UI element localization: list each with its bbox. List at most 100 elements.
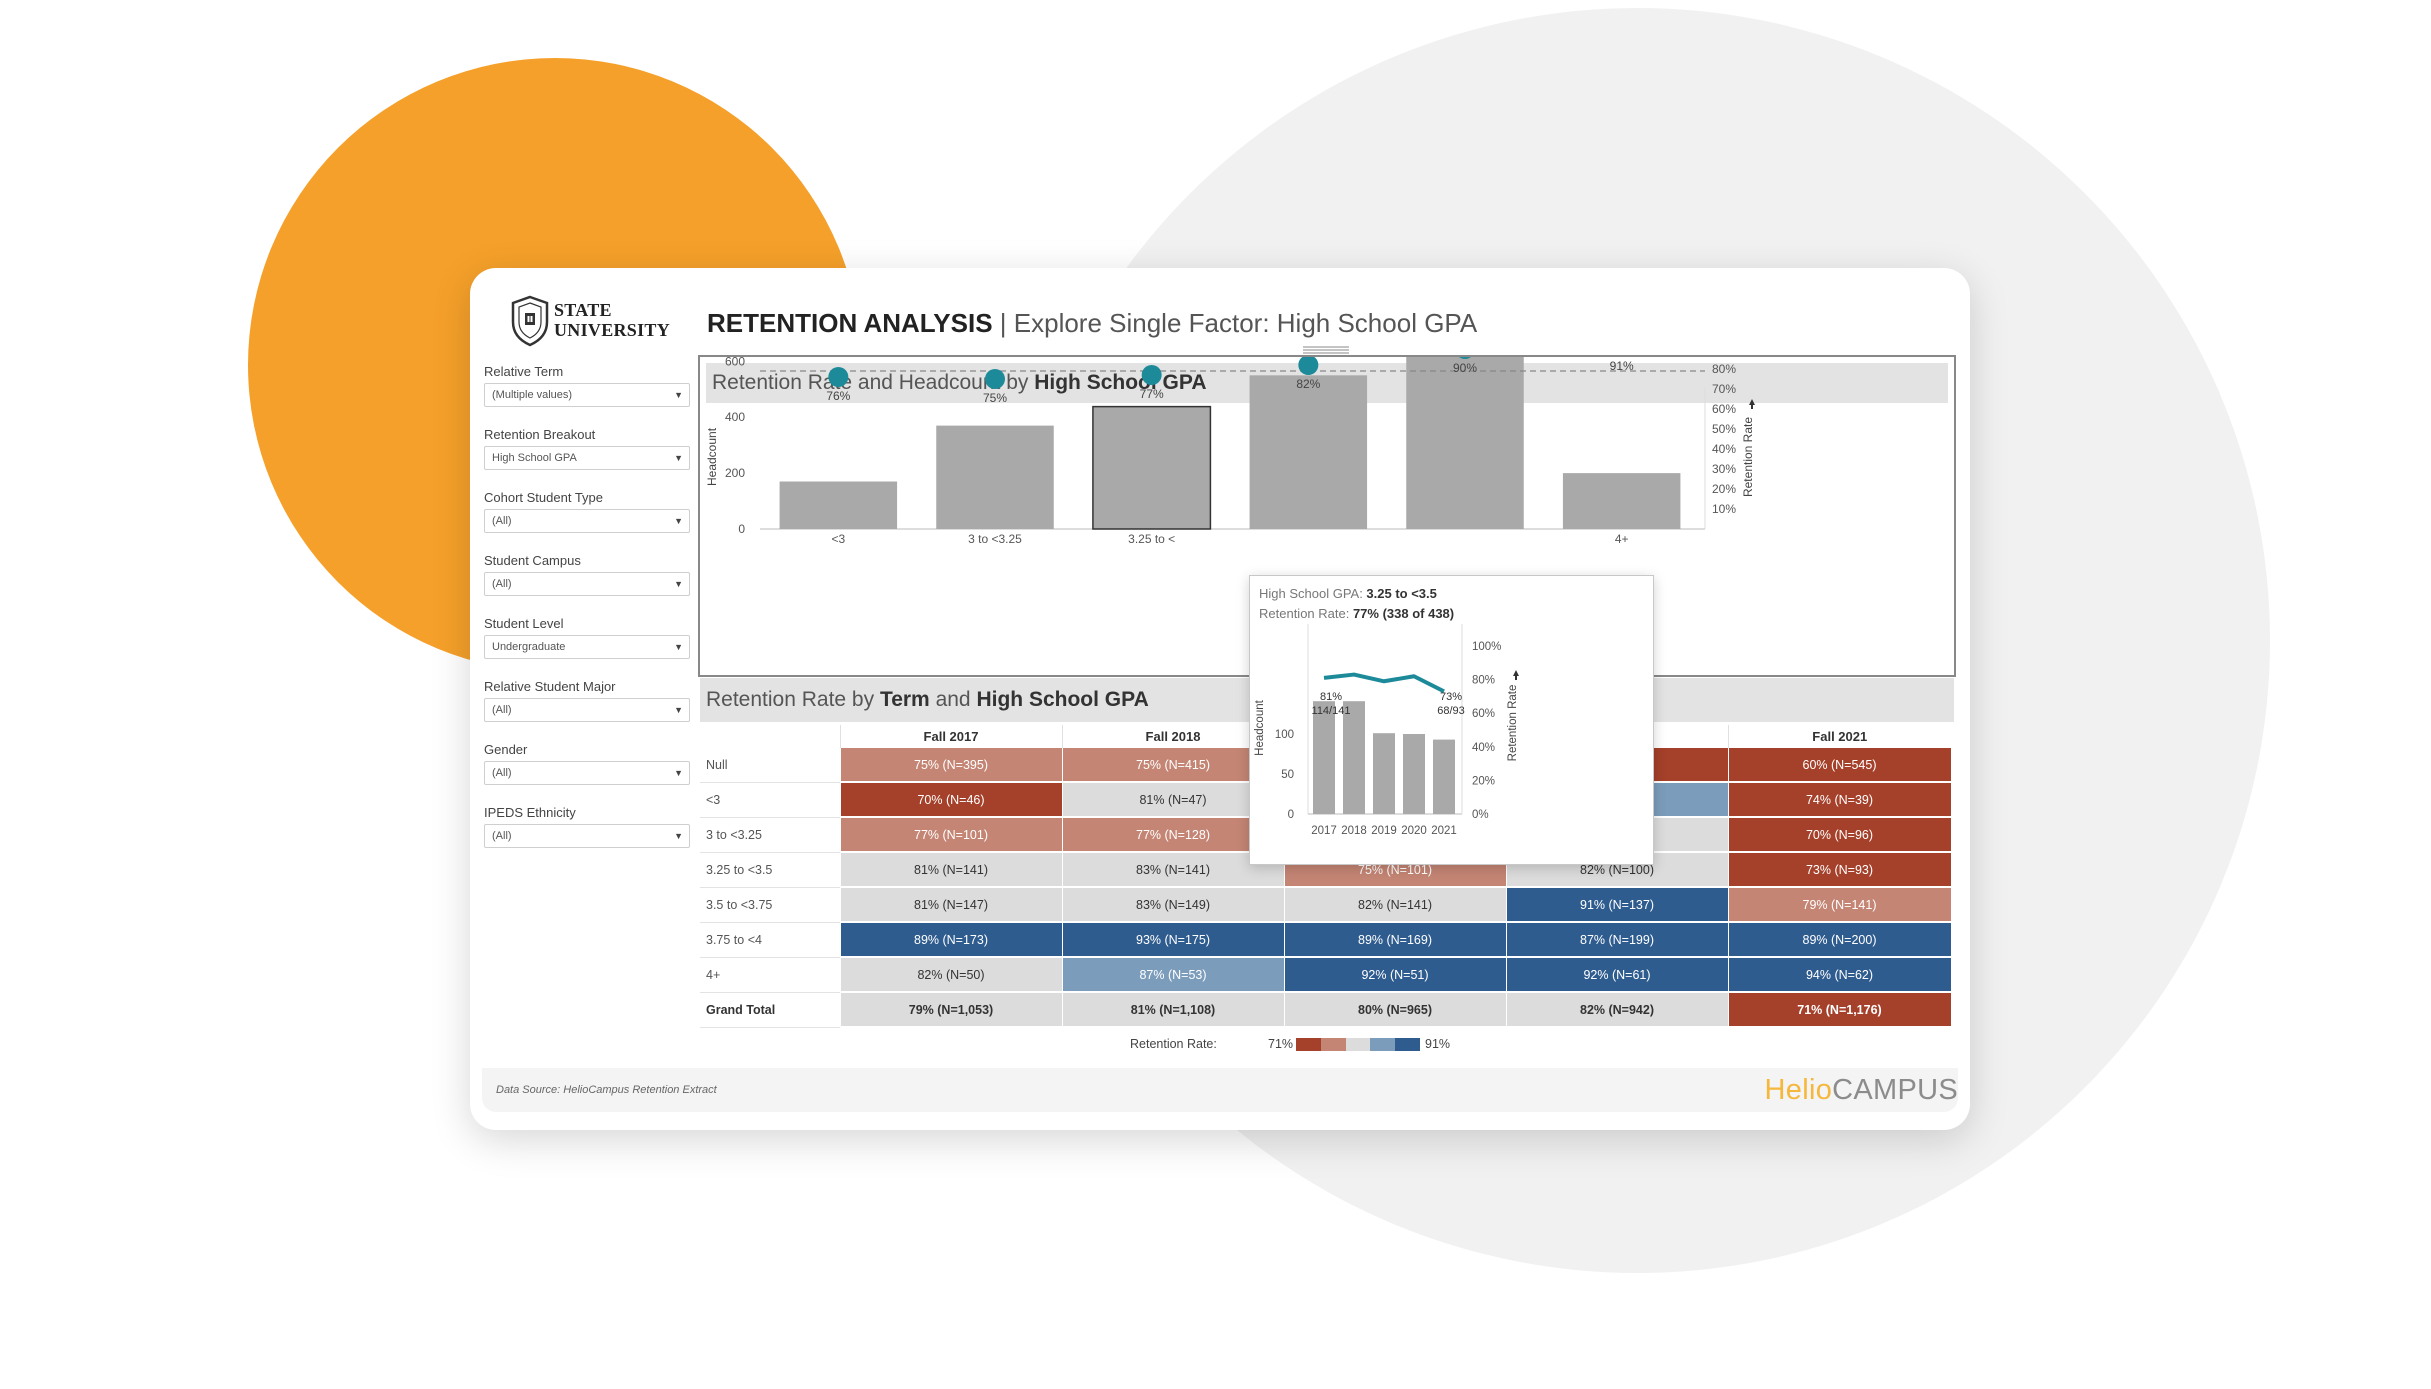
tooltip-x-tick: 2020 <box>1401 825 1427 837</box>
filter-label: Relative Term <box>484 364 564 379</box>
caret-down-icon: ▼ <box>674 705 683 715</box>
heatmap-cell[interactable]: 83% (N=141) <box>1062 852 1285 888</box>
relative-term-dropdown[interactable]: (Multiple values) ▼ <box>484 383 690 407</box>
tooltip-annotation-rate: 73% <box>1440 691 1462 703</box>
row-label: 4+ <box>700 957 841 993</box>
caret-down-icon: ▼ <box>674 453 683 463</box>
tooltip-y2-label: Retention Rate <box>1507 685 1519 762</box>
filter-cohort-student-type: Cohort Student Type (All) ▼ <box>484 489 690 533</box>
table-title-bold-1: Term <box>879 688 930 711</box>
tooltip-annotation-rate: 81% <box>1320 691 1342 703</box>
dropdown-value: (All) <box>492 578 512 590</box>
heatmap-cell[interactable]: 91% (N=137) <box>1506 887 1729 923</box>
tooltip-rate-line <box>1323 672 1445 694</box>
caret-down-icon: ▼ <box>674 768 683 778</box>
row-label: 3.75 to <4 <box>700 922 841 958</box>
heatmap-cell[interactable]: 82% (N=141) <box>1284 887 1507 923</box>
page-title: RETENTION ANALYSIS | Explore Single Fact… <box>707 308 1477 339</box>
tooltip-x-tick: 2017 <box>1311 825 1337 837</box>
heatmap-cell[interactable]: 92% (N=61) <box>1506 957 1729 993</box>
retention-breakout-dropdown[interactable]: High School GPA ▼ <box>484 446 690 470</box>
column-header: Fall 2021 <box>1727 725 1951 748</box>
gender-dropdown[interactable]: (All) ▼ <box>484 761 690 785</box>
retention-rate-label: 77% <box>1140 387 1164 401</box>
y2-tick-label: 40% <box>1712 442 1736 456</box>
heatmap-cell[interactable]: 81% (N=47) <box>1062 782 1285 818</box>
retention-rate-dot <box>1298 357 1319 375</box>
heatmap-cell[interactable]: 81% (N=141) <box>840 852 1063 888</box>
column-header: Fall 2017 <box>839 725 1062 748</box>
x-tick-label: 4+ <box>1615 532 1629 546</box>
heatmap-cell[interactable]: 77% (N=101) <box>840 817 1063 853</box>
tooltip-bar <box>1403 734 1425 814</box>
heatmap-cell[interactable]: 71% (N=1,176) <box>1728 992 1952 1028</box>
student-level-dropdown[interactable]: Undergraduate ▼ <box>484 635 690 659</box>
heatmap-cell[interactable]: 79% (N=141) <box>1728 887 1952 923</box>
y-axis-label: Headcount <box>705 427 719 486</box>
caret-down-icon: ▼ <box>674 831 683 841</box>
retention-rate-label: 75% <box>983 391 1007 405</box>
table-row: 3.5 to <3.75 81% (N=147) 83% (N=149) 82% (N… <box>700 887 1952 923</box>
student-campus-dropdown[interactable]: (All) ▼ <box>484 572 690 596</box>
page-title-subtitle: | Explore Single Factor: High School GPA <box>992 308 1478 338</box>
heatmap-cell[interactable]: 82% (N=50) <box>840 957 1063 993</box>
heatmap-cell[interactable]: 83% (N=149) <box>1062 887 1285 923</box>
logo-text-state: STATE <box>554 300 612 320</box>
filter-label: IPEDS Ethnicity <box>484 805 576 820</box>
brand-campus: CAMPUS <box>1832 1074 1958 1106</box>
drag-handle-icon[interactable] <box>1301 344 1351 356</box>
heatmap-cell[interactable]: 73% (N=93) <box>1728 852 1952 888</box>
legend-label: Retention Rate: <box>1130 1037 1217 1051</box>
filter-label: Retention Breakout <box>484 427 596 442</box>
tooltip-trend-chart: 0 50 100 Headcount 2017 2018 2019 2020 2021 0% 20%… <box>1254 624 1519 837</box>
heatmap-cell[interactable]: 70% (N=96) <box>1728 817 1952 853</box>
heatmap-cell[interactable]: 89% (N=173) <box>840 922 1063 958</box>
y2-tick-label: 50% <box>1712 422 1736 436</box>
heatmap-cell[interactable]: 87% (N=53) <box>1062 957 1285 993</box>
heatmap-cell[interactable]: 81% (N=1,108) <box>1062 992 1285 1028</box>
heatmap-cell[interactable]: 82% (N=942) <box>1506 992 1729 1028</box>
cohort-student-type-dropdown[interactable]: (All) ▼ <box>484 509 690 533</box>
filter-label: Relative Student Major <box>484 679 616 694</box>
y-tick-label: 200 <box>725 466 745 480</box>
y2-axis-label: Retention Rate <box>1741 417 1755 497</box>
heatmap-cell[interactable]: 80% (N=965) <box>1284 992 1507 1028</box>
retention-headcount-chart: 0 200 400 600 Headcount <3 3 to <3.25 3.25 to <… <box>705 357 1755 546</box>
y2-tick-label: 10% <box>1712 502 1736 516</box>
y2-tick-label: 70% <box>1712 382 1736 396</box>
tooltip-y2-tick: 60% <box>1472 708 1495 720</box>
tooltip-y-tick: 50 <box>1281 769 1294 781</box>
tooltip-x-tick: 2018 <box>1341 825 1367 837</box>
tooltip-key: High School GPA: <box>1259 586 1367 601</box>
caret-down-icon: ▼ <box>674 642 683 652</box>
retention-rate-dot <box>828 367 849 387</box>
heatmap-cell[interactable]: 70% (N=46) <box>840 782 1063 818</box>
retention-rate-label: 90% <box>1453 361 1477 375</box>
heatmap-cell[interactable]: 75% (N=395) <box>840 748 1063 783</box>
filter-label: Cohort Student Type <box>484 490 604 505</box>
heatmap-cell[interactable]: 77% (N=128) <box>1062 817 1285 853</box>
heatmap-cell[interactable]: 74% (N=39) <box>1728 782 1952 818</box>
heatmap-cell[interactable]: 79% (N=1,053) <box>840 992 1063 1028</box>
heatmap-cell[interactable]: 81% (N=147) <box>840 887 1063 923</box>
tooltip-bar <box>1433 739 1455 814</box>
table-row: Grand Total 79% (N=1,053) 81% (N=1,108) 80%… <box>700 992 1952 1028</box>
heatmap-cell[interactable]: 60% (N=545) <box>1728 748 1952 783</box>
ipeds-ethnicity-dropdown[interactable]: (All) ▼ <box>484 824 690 848</box>
footer: Data Source: HelioCampus Retention Extra… <box>482 1068 1958 1112</box>
heatmap-cell[interactable]: 93% (N=175) <box>1062 922 1285 958</box>
heatmap-cell[interactable]: 94% (N=62) <box>1728 957 1952 993</box>
heatmap-cell[interactable]: 89% (N=200) <box>1728 922 1952 958</box>
table-row: 3.75 to <4 89% (N=173) 93% (N=175) 89% (N=1… <box>700 922 1952 958</box>
heatmap-cell[interactable]: 87% (N=199) <box>1506 922 1729 958</box>
tooltip-value: 77% (338 of 438) <box>1352 606 1455 621</box>
tooltip-y2-tick: 100% <box>1472 641 1501 653</box>
filter-gender: Gender (All) ▼ <box>484 741 690 785</box>
heatmap-cell[interactable]: 92% (N=51) <box>1284 957 1507 993</box>
tooltip-bar <box>1343 701 1365 814</box>
relative-student-major-dropdown[interactable]: (All) ▼ <box>484 698 690 722</box>
heatmap-cell[interactable]: 89% (N=169) <box>1284 922 1507 958</box>
retention-rate-label: 82% <box>1296 377 1320 391</box>
heatmap-cell[interactable]: 75% (N=415) <box>1062 748 1285 783</box>
headcount-bar <box>1562 473 1681 529</box>
